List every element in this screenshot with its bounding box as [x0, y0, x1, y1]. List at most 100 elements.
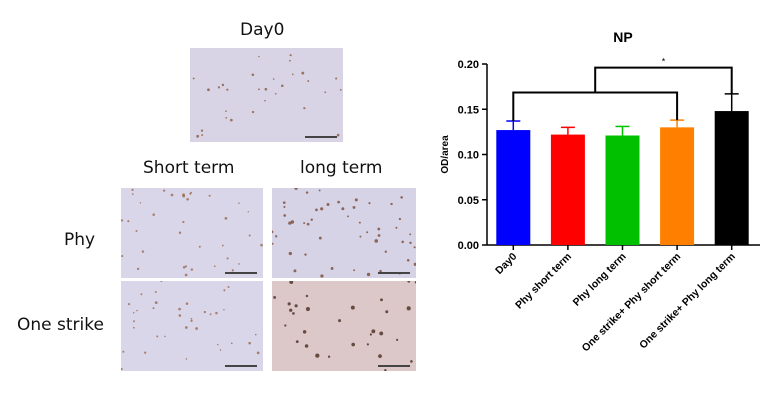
cell-dot — [185, 358, 188, 360]
micrograph-background — [190, 48, 343, 142]
cell-dot — [347, 215, 349, 218]
cell-dot — [200, 129, 204, 132]
short-term-label: Short term — [143, 158, 235, 178]
cell-dot — [139, 202, 142, 204]
cell-dot — [182, 266, 186, 269]
bar — [496, 130, 531, 245]
day0-label: Day0 — [240, 20, 285, 40]
cell-dot — [398, 217, 402, 221]
cell-dot — [224, 217, 228, 220]
cell-dot — [305, 306, 311, 312]
cell-dot — [248, 341, 251, 345]
cell-dot — [201, 134, 204, 136]
cell-dot — [385, 310, 389, 314]
cell-dot — [303, 222, 306, 225]
cell-dot — [203, 310, 206, 314]
cell-dot — [192, 77, 195, 80]
cell-dot — [121, 255, 124, 258]
cell-dot — [359, 235, 362, 238]
cell-dot — [289, 54, 292, 57]
cell-dot — [337, 200, 340, 204]
cell-dot — [127, 220, 130, 223]
cell-dot — [121, 367, 123, 371]
micrograph-day0 — [190, 48, 343, 142]
cell-dot — [374, 239, 379, 243]
cell-dot — [292, 312, 295, 315]
cell-dot — [315, 353, 320, 358]
cell-dot — [221, 244, 224, 247]
cell-dot — [178, 307, 181, 311]
cell-dot — [352, 205, 356, 209]
x-tick-label: Phy long term — [571, 251, 629, 309]
cell-dot — [121, 219, 124, 222]
cell-dot — [196, 134, 200, 138]
cell-dot — [324, 91, 327, 94]
cell-dot — [223, 289, 226, 292]
cell-dot — [258, 55, 260, 58]
cell-dot — [238, 202, 240, 204]
micrograph-phy-long — [272, 188, 416, 278]
cell-dot — [338, 319, 342, 323]
cell-dot — [178, 314, 182, 317]
cell-dot — [410, 360, 413, 363]
cell-dot — [248, 234, 251, 237]
cell-dot — [280, 84, 284, 88]
cell-dot — [350, 305, 355, 310]
cell-dot — [315, 208, 318, 212]
cell-dot — [366, 231, 369, 234]
significance-bracket — [594, 66, 733, 94]
cell-dot — [264, 87, 268, 91]
cell-dot — [186, 197, 189, 201]
cell-dot — [154, 291, 157, 293]
cell-dot — [226, 88, 229, 91]
cell-dot — [400, 196, 403, 199]
one-strike-label: One strike — [17, 315, 104, 335]
cell-dot — [190, 319, 193, 322]
cell-dot — [335, 77, 338, 80]
cell-dot — [287, 302, 291, 306]
cell-dot — [135, 230, 138, 233]
cell-dot — [305, 191, 309, 194]
x-tick-label: One strike+ Phy long term — [637, 251, 738, 352]
cell-dot — [369, 333, 373, 336]
cell-dot — [164, 335, 166, 338]
cell-dot — [339, 89, 342, 91]
cell-dot — [326, 203, 330, 207]
cell-dot — [384, 250, 387, 253]
cell-dot — [305, 294, 309, 298]
cell-dot — [284, 324, 287, 327]
cell-dot — [182, 193, 185, 197]
cell-dot — [351, 342, 356, 347]
cell-dot — [184, 326, 188, 329]
cell-dot — [127, 303, 131, 306]
cell-dot — [190, 317, 193, 320]
cell-dot — [225, 117, 228, 119]
cell-dot — [178, 231, 182, 235]
cell-dot — [198, 245, 201, 248]
cell-dot — [144, 351, 147, 354]
cell-dot — [152, 213, 155, 216]
cell-dot — [247, 211, 250, 213]
y-tick-label: 0.05 — [458, 195, 479, 207]
cell-dot — [304, 253, 307, 256]
x-tick-label: Day0 — [493, 251, 519, 277]
cell-dot — [258, 88, 260, 91]
cell-dot — [303, 107, 306, 110]
cell-dot — [407, 281, 411, 283]
cell-dot — [217, 343, 219, 346]
cell-dot — [413, 246, 416, 249]
cell-dot — [307, 80, 310, 83]
cell-dot — [354, 198, 358, 202]
cell-dot — [304, 344, 309, 348]
cell-dot — [140, 293, 143, 296]
cell-dot — [208, 194, 211, 197]
cell-dot — [396, 338, 399, 341]
cell-dot — [251, 73, 255, 77]
cell-dot — [163, 189, 166, 192]
cell-dot — [395, 226, 398, 229]
cell-dot — [318, 189, 321, 192]
cell-dot — [219, 349, 222, 351]
cell-dot — [401, 240, 404, 244]
cell-dot — [156, 335, 159, 338]
